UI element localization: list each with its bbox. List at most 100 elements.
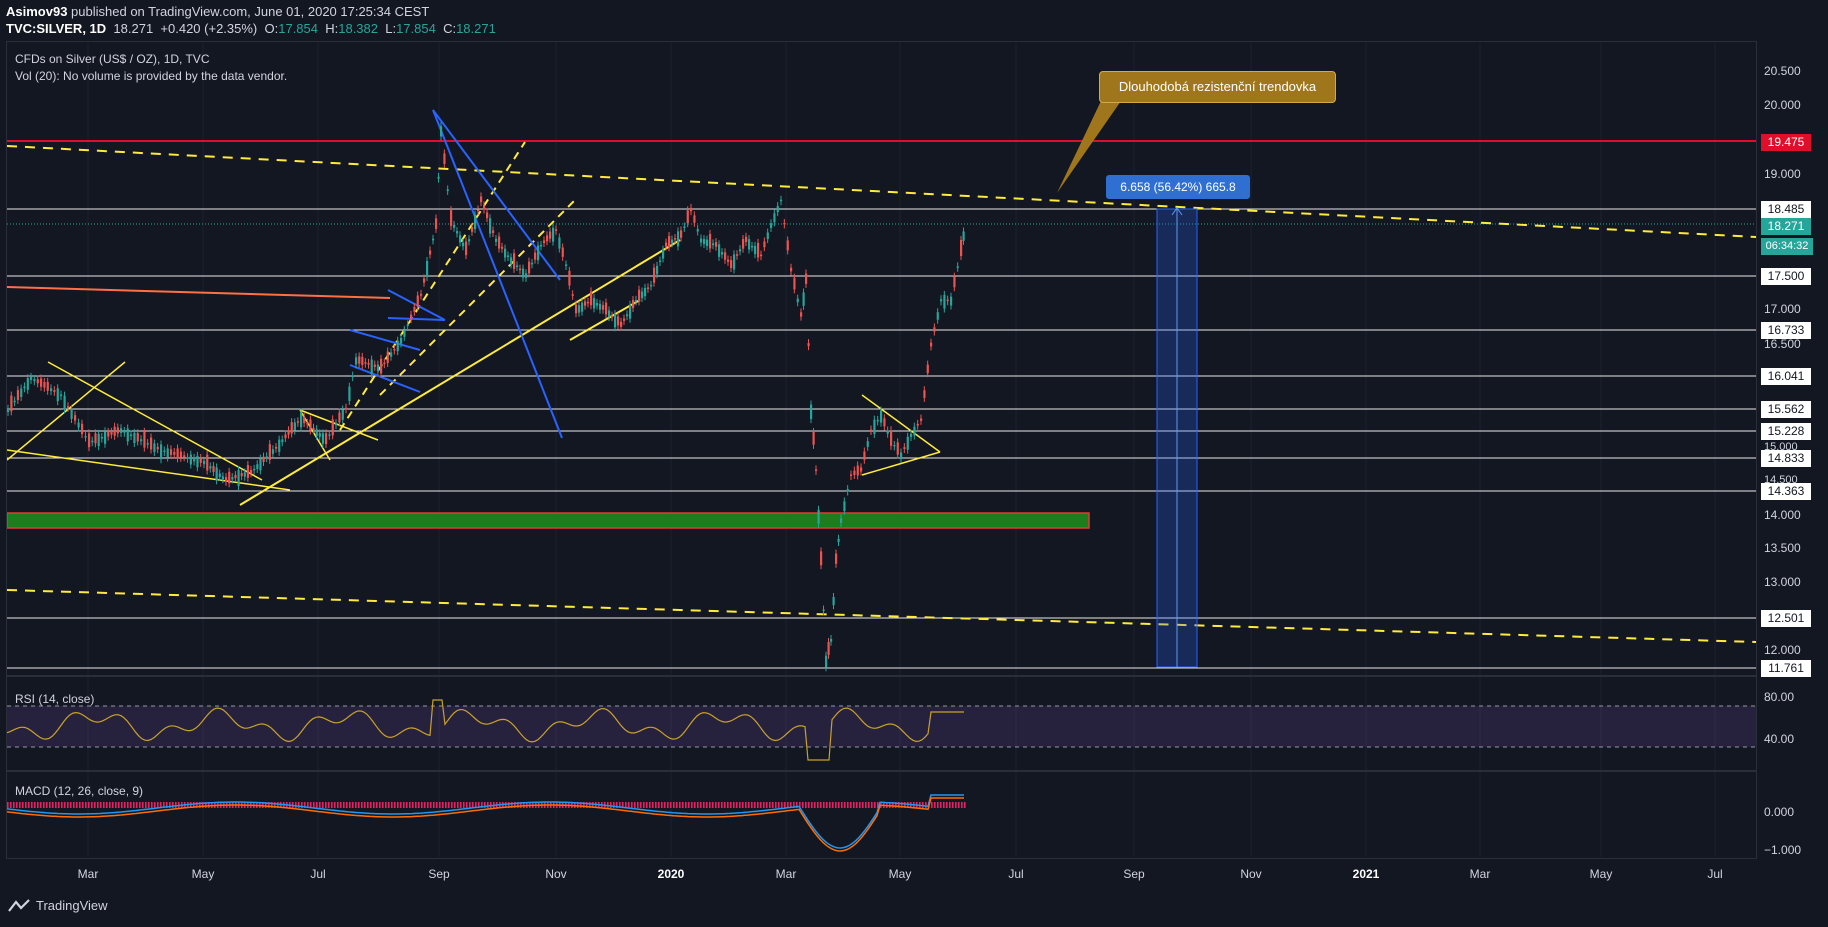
candle: [126, 428, 129, 442]
tradingview-logo[interactable]: TradingView: [8, 898, 108, 913]
price-label[interactable]: 11.761: [1761, 660, 1811, 677]
candle: [853, 470, 856, 476]
candle: [903, 447, 906, 450]
axis-tick: 20.000: [1764, 98, 1801, 112]
price-label[interactable]: 15.228: [1761, 423, 1811, 440]
price-label[interactable]: 14.363: [1761, 483, 1811, 500]
candle: [160, 444, 163, 460]
candle: [718, 244, 721, 257]
measure-arrowhead: [1171, 207, 1183, 216]
candle: [696, 229, 699, 232]
candle: [150, 437, 153, 450]
candle: [341, 409, 344, 420]
candle: [893, 444, 896, 447]
candle: [543, 240, 546, 243]
time-tick: Mar: [1469, 867, 1491, 881]
axis-tick: 16.500: [1764, 337, 1801, 351]
candle: [730, 260, 733, 268]
candle: [856, 465, 859, 476]
candle: [700, 238, 703, 243]
chart-frame[interactable]: [6, 41, 1757, 859]
candle: [462, 242, 465, 247]
dashed-pattern-lines[interactable]: [339, 141, 576, 431]
candle: [800, 312, 803, 317]
candle: [88, 433, 91, 448]
price-label[interactable]: 16.041: [1761, 368, 1811, 385]
candle: [345, 407, 348, 410]
close-label: C:: [443, 21, 457, 36]
candle: [278, 439, 281, 452]
candle: [355, 357, 358, 365]
candle: [860, 467, 863, 472]
candle: [827, 641, 830, 655]
candle: [492, 230, 495, 233]
candle: [7, 408, 10, 412]
candle: [225, 477, 228, 482]
candle: [671, 239, 674, 244]
candle: [474, 214, 477, 229]
open-label: O:: [264, 21, 279, 36]
candle: [13, 400, 16, 403]
candle: [234, 475, 237, 479]
measure-label[interactable]: 6.658 (56.42%) 665.8: [1106, 175, 1250, 199]
price-label[interactable]: 16.733: [1761, 322, 1811, 339]
candle: [721, 252, 724, 255]
symbol-label[interactable]: TVC:SILVER, 1D: [6, 21, 107, 36]
volume-legend: Vol (20): No volume is provided by the d…: [15, 69, 288, 83]
pattern-trendlines[interactable]: [7, 239, 941, 506]
candle: [218, 473, 221, 477]
candle: [629, 304, 632, 319]
candle: [246, 464, 250, 478]
candle: [84, 436, 87, 438]
candle: [206, 454, 209, 471]
candle: [432, 238, 435, 241]
candles[interactable]: [7, 122, 965, 672]
candle: [30, 376, 33, 380]
candle: [50, 388, 53, 392]
candle: [916, 423, 919, 426]
candle: [237, 470, 240, 486]
long-support-trendline[interactable]: [7, 589, 1756, 643]
candle: [16, 390, 20, 400]
candle: [712, 243, 715, 246]
candle: [896, 442, 899, 455]
candle: [290, 422, 293, 434]
candle: [659, 260, 662, 263]
candle: [358, 356, 361, 364]
candle: [123, 430, 126, 433]
candle: [94, 433, 97, 444]
price-label[interactable]: 17.500: [1761, 268, 1811, 285]
candle: [440, 126, 443, 137]
horizontal-levels[interactable]: [7, 208, 1756, 669]
price-label[interactable]: 12.501: [1761, 610, 1811, 627]
candle: [534, 252, 537, 260]
author-name[interactable]: Asimov93: [6, 4, 68, 19]
candle: [46, 381, 49, 391]
candle: [437, 176, 440, 179]
resistance-callout[interactable]: Dlouhodobá rezistenční trendovka: [1099, 71, 1336, 103]
time-tick-year: 2020: [657, 867, 685, 881]
candle: [751, 245, 754, 248]
price-label-resistance[interactable]: 19.475: [1761, 134, 1811, 151]
candle: [674, 238, 677, 240]
candle: [209, 466, 212, 469]
candle: [575, 304, 578, 314]
candle: [406, 324, 409, 326]
long-resistance-trendline[interactable]: [7, 145, 1756, 238]
orange-level-line[interactable]: [7, 286, 391, 299]
price-label[interactable]: 18.485: [1761, 201, 1811, 218]
support-zone[interactable]: [7, 512, 1090, 529]
publish-info: published on TradingView.com, June 01, 2…: [71, 4, 430, 19]
macd-axis-tick: 0.000: [1764, 805, 1795, 819]
blue-channel[interactable]: [349, 109, 563, 439]
candle: [906, 436, 909, 450]
candle: [351, 375, 354, 378]
price-label[interactable]: 14.833: [1761, 450, 1811, 467]
candle: [549, 231, 552, 239]
price-label[interactable]: 15.562: [1761, 401, 1811, 418]
candle: [133, 432, 136, 444]
candle: [910, 433, 913, 437]
candle: [516, 265, 519, 268]
candle: [930, 342, 933, 347]
